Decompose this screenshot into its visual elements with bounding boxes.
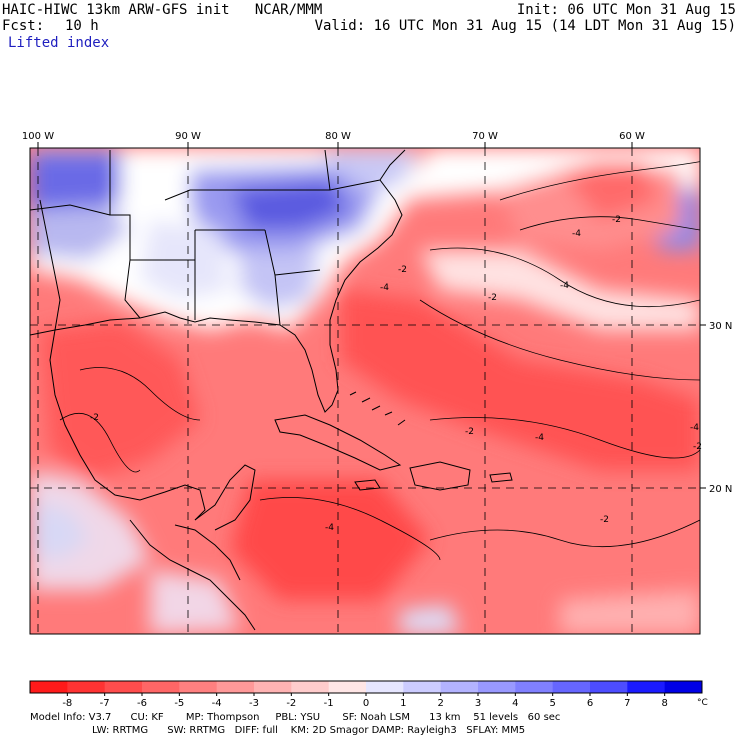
lon-label-100w: 100 W — [22, 131, 54, 142]
contour-label: -4 — [380, 283, 389, 293]
colorbar-swatch — [552, 681, 591, 693]
colorbar-swatch — [403, 681, 442, 693]
contour-label: -2 — [90, 413, 99, 423]
field-name: Lifted index — [8, 35, 110, 51]
tick-marks — [37, 142, 706, 489]
forecast-hour: 10 h — [65, 18, 99, 34]
colorbar-tick-label: 3 — [475, 698, 481, 709]
colorbar-tick-label: -6 — [137, 698, 147, 709]
colorbar-tick-label: 8 — [661, 698, 667, 709]
colorbar-tick-label: 5 — [549, 698, 555, 709]
lon-label-60w: 60 W — [619, 131, 645, 142]
lon-label-90w: 90 W — [175, 131, 201, 142]
colorbar-tick-label: -1 — [324, 698, 334, 709]
colorbar — [29, 680, 703, 696]
colorbar-tick-label: -2 — [286, 698, 296, 709]
colorbar-swatch — [440, 681, 479, 693]
colorbar-unit: °C — [697, 698, 708, 708]
contour-label: -2 — [612, 215, 621, 225]
lon-label-70w: 70 W — [472, 131, 498, 142]
contour-label: -4 — [690, 423, 699, 433]
colorbar-swatch — [254, 681, 292, 693]
lon-label-80w: 80 W — [325, 131, 351, 142]
colorbar-swatch — [328, 681, 367, 693]
model-info-line-2: LW: RRTMG SW: RRTMG DIFF: full KM: 2D Sm… — [92, 725, 526, 736]
lat-label-30n: 30 N — [709, 321, 732, 332]
colorbar-swatch — [590, 681, 628, 693]
contour-label: -4 — [325, 523, 334, 533]
coastlines — [30, 149, 513, 631]
init-time: Init: 06 UTC Mon 31 Aug 15 — [516, 2, 736, 18]
contour-label: -4 — [572, 229, 581, 239]
lat-label-20n: 20 N — [709, 484, 732, 495]
colorbar-swatch — [104, 681, 143, 693]
colorbar-tick-label: 6 — [587, 698, 593, 709]
colorbar-tick-label: -5 — [174, 698, 184, 709]
colorbar-tick-label: 1 — [400, 698, 406, 709]
colorbar-swatch — [216, 681, 255, 693]
contour-label: -4 — [560, 281, 569, 291]
colorbar-swatch — [478, 681, 516, 693]
colorbar-tick-label: 0 — [363, 698, 369, 709]
contour-value-labels: -2 -4 -2 -4 -2 -4 -2 -4 -2 -4 -2 -4 -2 — [90, 215, 702, 533]
colorbar-tick-label: -7 — [100, 698, 110, 709]
colorbar-swatch — [515, 681, 554, 693]
colorbar-swatch — [142, 681, 180, 693]
contour-label: -2 — [600, 515, 609, 525]
model-info-line-1: Model Info: V3.7 CU: KF MP: Thompson PBL… — [30, 712, 561, 723]
colorbar-tick-label: 2 — [437, 698, 443, 709]
map-frame — [29, 147, 701, 635]
colorbar-swatch — [366, 681, 404, 693]
contour-label: -2 — [693, 442, 702, 452]
colorbar-tick-label: 4 — [512, 698, 518, 709]
colorbar-swatch — [67, 681, 106, 693]
colorbar-tick-label: -8 — [62, 698, 72, 709]
colorbar-swatch — [30, 681, 68, 693]
contour-label: -2 — [488, 293, 497, 303]
colorbar-swatch — [291, 681, 330, 693]
colorbar-tick-label: 7 — [624, 698, 630, 709]
colorbar-swatch — [179, 681, 218, 693]
contour-label: -2 — [398, 265, 407, 275]
forecast-label: Fcst: — [2, 18, 45, 34]
colorbar-swatch — [664, 681, 703, 693]
contour-label: -2 — [465, 427, 474, 437]
valid-time: Valid: 16 UTC Mon 31 Aug 15 (14 LDT Mon … — [314, 18, 736, 34]
contour-lines — [59, 160, 700, 561]
colorbar-tick-label: -3 — [249, 698, 259, 709]
contour-label: -4 — [535, 433, 544, 443]
model-title: HAIC-HIWC 13km ARW-GFS init NCAR/MMM — [2, 2, 323, 18]
colorbar-tick-label: -4 — [212, 698, 222, 709]
colorbar-swatch — [627, 681, 666, 693]
shaded-field — [30, 148, 700, 634]
grid-lines — [30, 148, 700, 634]
colorbar-tick-labels: -8 -7 -6 -5 -4 -3 -2 -1 0 1 2 3 4 5 6 7 8 — [62, 698, 668, 709]
